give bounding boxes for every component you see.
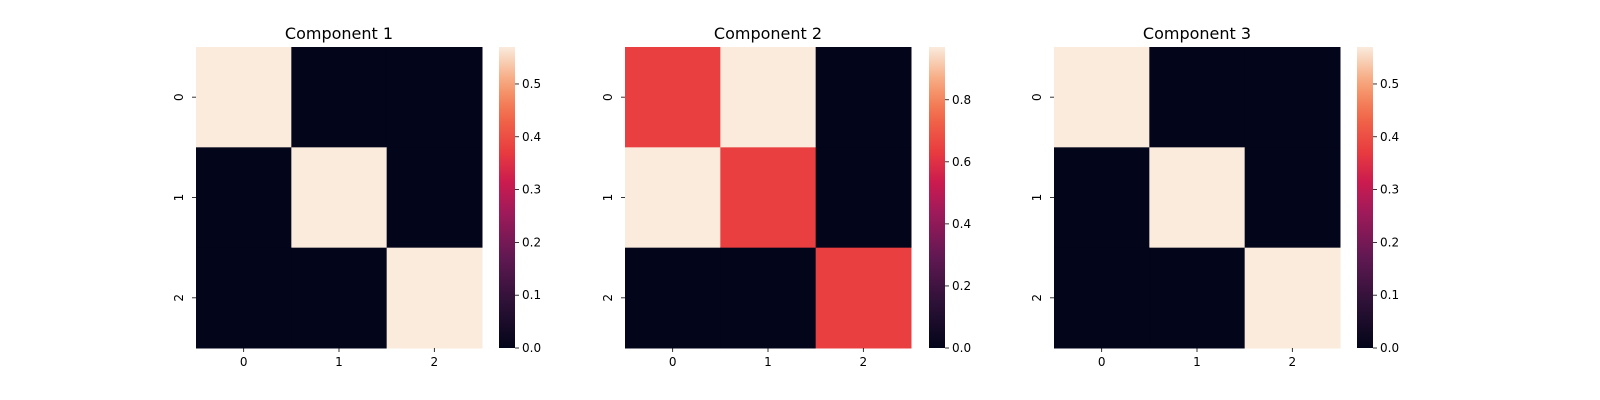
colorbar-tick-label: 0.1: [522, 288, 541, 302]
colorbar-tick-label: 0.5: [1380, 77, 1399, 91]
heatmap-cell: [815, 247, 912, 349]
colorbar-tick-label: 0.2: [522, 235, 541, 249]
x-tick-label: 2: [860, 355, 868, 369]
x-tick-label: 0: [669, 355, 677, 369]
colorbar-tick-label: 0.2: [952, 279, 971, 293]
colorbar-tick-label: 0.0: [522, 341, 541, 355]
y-tick-label: 1: [1030, 194, 1044, 202]
chart-title: Component 1: [285, 24, 393, 43]
heatmap-cell: [291, 247, 388, 349]
y-tick-label: 0: [601, 93, 615, 101]
colorbar-tick-label: 0.3: [1380, 183, 1399, 197]
y-tick-label: 0: [172, 93, 186, 101]
heatmap-cell: [625, 147, 721, 249]
y-tick-label: 0: [1030, 93, 1044, 101]
heatmap-cell: [720, 147, 817, 249]
colorbar-tick-label: 0.4: [522, 130, 541, 144]
heatmap-cell: [1244, 47, 1341, 148]
heatmap-cell: [720, 47, 817, 148]
x-tick-label: 2: [431, 355, 439, 369]
heatmap-panel-1: Component 1 0 1 2 0 1 2 0.0 0.1 0.2 0.3 0.4 0.5: [172, 24, 541, 369]
chart-title: Component 2: [714, 24, 822, 43]
x-tick-label: 2: [1289, 355, 1297, 369]
heatmap-cell: [196, 47, 292, 148]
colorbar-tick-label: 0.1: [1380, 288, 1399, 302]
colorbar-tick-label: 0.4: [1380, 130, 1399, 144]
colorbar-tick-label: 0.3: [522, 183, 541, 197]
colorbar-tick-label: 0.8: [952, 93, 971, 107]
y-tick-label: 1: [172, 194, 186, 202]
heatmap-cell: [196, 247, 292, 349]
y-tick-label: 2: [172, 294, 186, 302]
heatmap-cell: [720, 247, 817, 349]
heatmap-cell: [1054, 147, 1150, 249]
heatmap-cell: [815, 47, 912, 148]
colorbar: [929, 47, 945, 348]
x-tick-label: 1: [1193, 355, 1201, 369]
heatmap-panel-3: Component 3 0 1 2 0 1 2 0.0 0.1 0.2 0.3 0.4 0.5: [1030, 24, 1399, 369]
heatmap-cell: [1244, 247, 1341, 349]
chart-title: Component 3: [1143, 24, 1251, 43]
heatmap-cell: [625, 247, 721, 349]
colorbar: [499, 47, 515, 348]
heatmap-cell: [386, 47, 483, 148]
heatmap-cell: [291, 47, 388, 148]
x-tick-label: 1: [764, 355, 772, 369]
heatmap-cell: [1054, 47, 1150, 148]
heatmap-cell: [1149, 247, 1246, 349]
colorbar-tick-label: 0.4: [952, 217, 971, 231]
colorbar-tick-label: 0.5: [522, 77, 541, 91]
y-tick-label: 2: [1030, 294, 1044, 302]
x-tick-label: 0: [240, 355, 248, 369]
y-tick-label: 2: [601, 294, 615, 302]
heatmap-cell: [1054, 247, 1150, 349]
heatmap-cell: [291, 147, 388, 249]
heatmap-cell: [1244, 147, 1341, 249]
heatmap-cell: [386, 247, 483, 349]
colorbar-tick-label: 0.0: [952, 341, 971, 355]
heatmap-cell: [1149, 47, 1246, 148]
heatmap-cell: [625, 47, 721, 148]
heatmap-panel-2: Component 2 0 1 2 0 1 2 0.0 0.2 0.4 0.6 0.8: [601, 24, 971, 369]
colorbar-tick-label: 0.2: [1380, 235, 1399, 249]
colorbar-tick-label: 0.6: [952, 155, 971, 169]
heatmap-cell: [196, 147, 292, 249]
colorbar: [1357, 47, 1373, 348]
x-tick-label: 0: [1098, 355, 1106, 369]
heatmap-cell: [386, 147, 483, 249]
y-tick-label: 1: [601, 194, 615, 202]
x-tick-label: 1: [335, 355, 343, 369]
colorbar-tick-label: 0.0: [1380, 341, 1399, 355]
heatmap-cell: [1149, 147, 1246, 249]
heatmap-cell: [815, 147, 912, 249]
